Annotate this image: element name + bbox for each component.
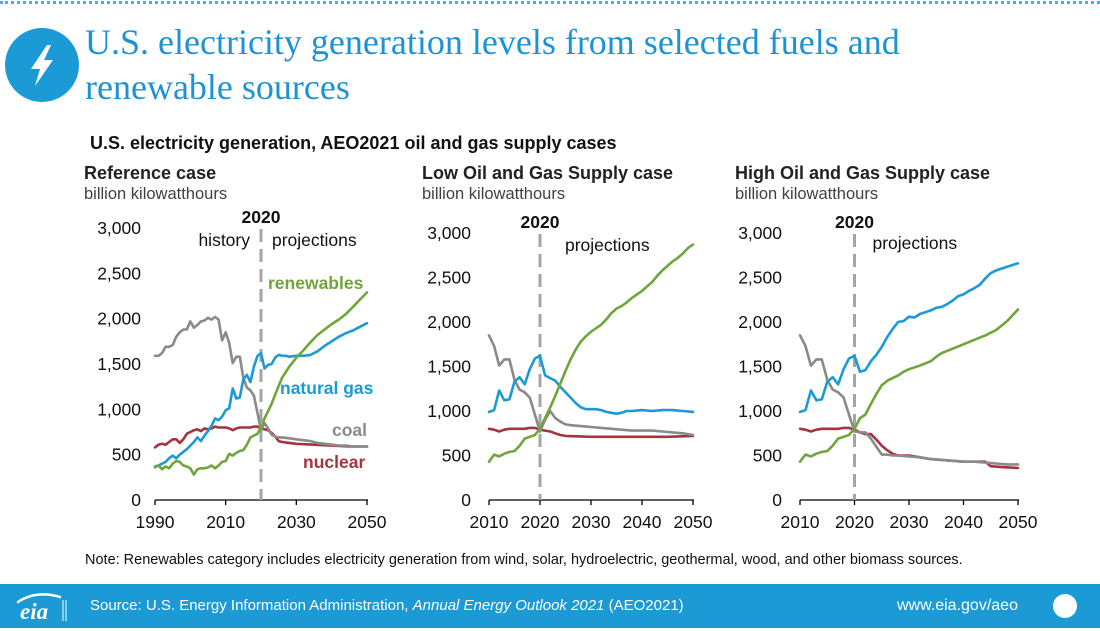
y-tick-label: 1,500 [427, 357, 471, 377]
projections-label: projections [565, 235, 650, 255]
y-tick-label: 500 [753, 446, 782, 466]
panel-unit-label: billion kilowatthours [84, 185, 228, 203]
x-tick-label: 2040 [944, 512, 983, 532]
y-tick-label: 2,500 [97, 263, 141, 283]
lightning-bolt-icon [5, 28, 79, 102]
y-tick-label: 500 [442, 446, 471, 466]
x-tick-label: 2030 [572, 512, 611, 532]
panel-title: Reference case [84, 163, 217, 183]
eia-aeo-link[interactable]: www.eia.gov/aeo [897, 597, 1018, 614]
divider-year-label: 2020 [835, 212, 874, 232]
y-tick-label: 1,000 [427, 401, 471, 421]
y-tick-label: 2,500 [738, 268, 782, 288]
x-tick-label: 2030 [277, 512, 316, 532]
y-tick-label: 2,000 [97, 309, 141, 329]
x-tick-label: 2050 [348, 512, 387, 532]
slide-title-line-1: U.S. electricity generation levels from … [85, 22, 900, 62]
x-tick-label: 2020 [835, 512, 874, 532]
y-tick-label: 3,000 [738, 223, 782, 243]
chart-high-oil-gas-supply: 0 500 1,000 1,500 2,000 2,500 3,000 2010 2020 203… [738, 212, 1038, 532]
series-line-coal [153, 315, 369, 448]
circle-icon [1053, 594, 1077, 618]
history-label: history [198, 230, 250, 250]
top-dotted-rule [0, 1, 1100, 4]
series-line-natural-gas [798, 262, 1020, 414]
x-tick-label: 2040 [623, 512, 662, 532]
y-tick-label: 500 [112, 445, 141, 465]
y-tick-label: 3,000 [97, 218, 141, 238]
panel-title: Low Oil and Gas Supply case [422, 163, 674, 183]
x-tick-label: 2010 [781, 512, 820, 532]
series-line-coal [487, 334, 695, 437]
panel-heading-reference-case: Reference case billion kilowatthours [84, 163, 227, 205]
footer-bar: eia Source: U.S. Energy Information Admi… [0, 584, 1100, 628]
y-tick-label: 2,500 [427, 268, 471, 288]
panel-unit-label: billion kilowatthours [422, 185, 566, 203]
series-label-natural-gas: natural gas [280, 378, 374, 398]
x-tick-label: 2010 [470, 512, 509, 532]
y-tick-label: 0 [461, 490, 471, 510]
eia-logo: eia [16, 593, 67, 624]
projections-label: projections [873, 233, 958, 253]
series-label-nuclear: nuclear [303, 452, 365, 472]
y-tick-label: 0 [772, 490, 782, 510]
x-tick-label: 1990 [136, 512, 175, 532]
source-suffix: (AEO2021) [604, 597, 684, 614]
y-tick-label: 1,000 [738, 401, 782, 421]
series-line-renewables [153, 291, 369, 476]
series-label-coal: coal [332, 420, 367, 440]
y-tick-label: 0 [131, 490, 141, 510]
series-line-renewables [487, 243, 695, 463]
panel-title: High Oil and Gas Supply case [735, 163, 991, 183]
series-line-nuclear [153, 425, 369, 449]
footnote: Note: Renewables category includes elect… [85, 552, 963, 568]
y-tick-label: 1,500 [97, 354, 141, 374]
divider-year-label: 2020 [521, 212, 560, 232]
y-tick-label: 1,500 [738, 357, 782, 377]
source-publication: Annual Energy Outlook 2021 [412, 597, 605, 614]
panel-unit-label: billion kilowatthours [735, 185, 879, 203]
slide-title-line-2: renewable sources [85, 67, 350, 107]
projections-label: projections [272, 230, 357, 250]
y-tick-label: 2,000 [427, 312, 471, 332]
series-line-natural-gas [487, 354, 695, 415]
source-prefix: Source: U.S. Energy Information Administ… [90, 597, 413, 614]
y-tick-label: 1,000 [97, 399, 141, 419]
slide-title: U.S. electricity generation levels from … [85, 20, 1085, 110]
figure-title: U.S. electricity generation, AEO2021 oil… [90, 133, 617, 153]
divider-year-label: 2020 [242, 207, 281, 227]
eia-logo-text: eia [20, 599, 48, 624]
y-tick-label: 2,000 [738, 312, 782, 332]
y-tick-label: 3,000 [427, 223, 471, 243]
series-line-renewables [798, 308, 1020, 463]
panel-heading-high-oil-gas-supply: High Oil and Gas Supply case billion kil… [735, 163, 990, 205]
series-line-natural-gas [153, 321, 369, 468]
x-tick-label: 2020 [521, 512, 560, 532]
series-label-renewables: renewables [268, 273, 364, 293]
series-line-coal [798, 334, 1020, 466]
x-tick-label: 2030 [890, 512, 929, 532]
chart-reference-case: 0 500 1,000 1,500 2,000 2,500 3,000 1990 2010 203… [97, 207, 387, 532]
x-tick-label: 2050 [999, 512, 1038, 532]
panel-heading-low-oil-gas-supply: Low Oil and Gas Supply case billion kilo… [422, 163, 673, 205]
source-citation: Source: U.S. Energy Information Administ… [90, 584, 684, 628]
x-tick-label: 2050 [674, 512, 713, 532]
chart-low-oil-gas-supply: 0 500 1,000 1,500 2,000 2,500 3,000 2010 2020 203… [427, 212, 713, 532]
x-tick-label: 2010 [206, 512, 245, 532]
